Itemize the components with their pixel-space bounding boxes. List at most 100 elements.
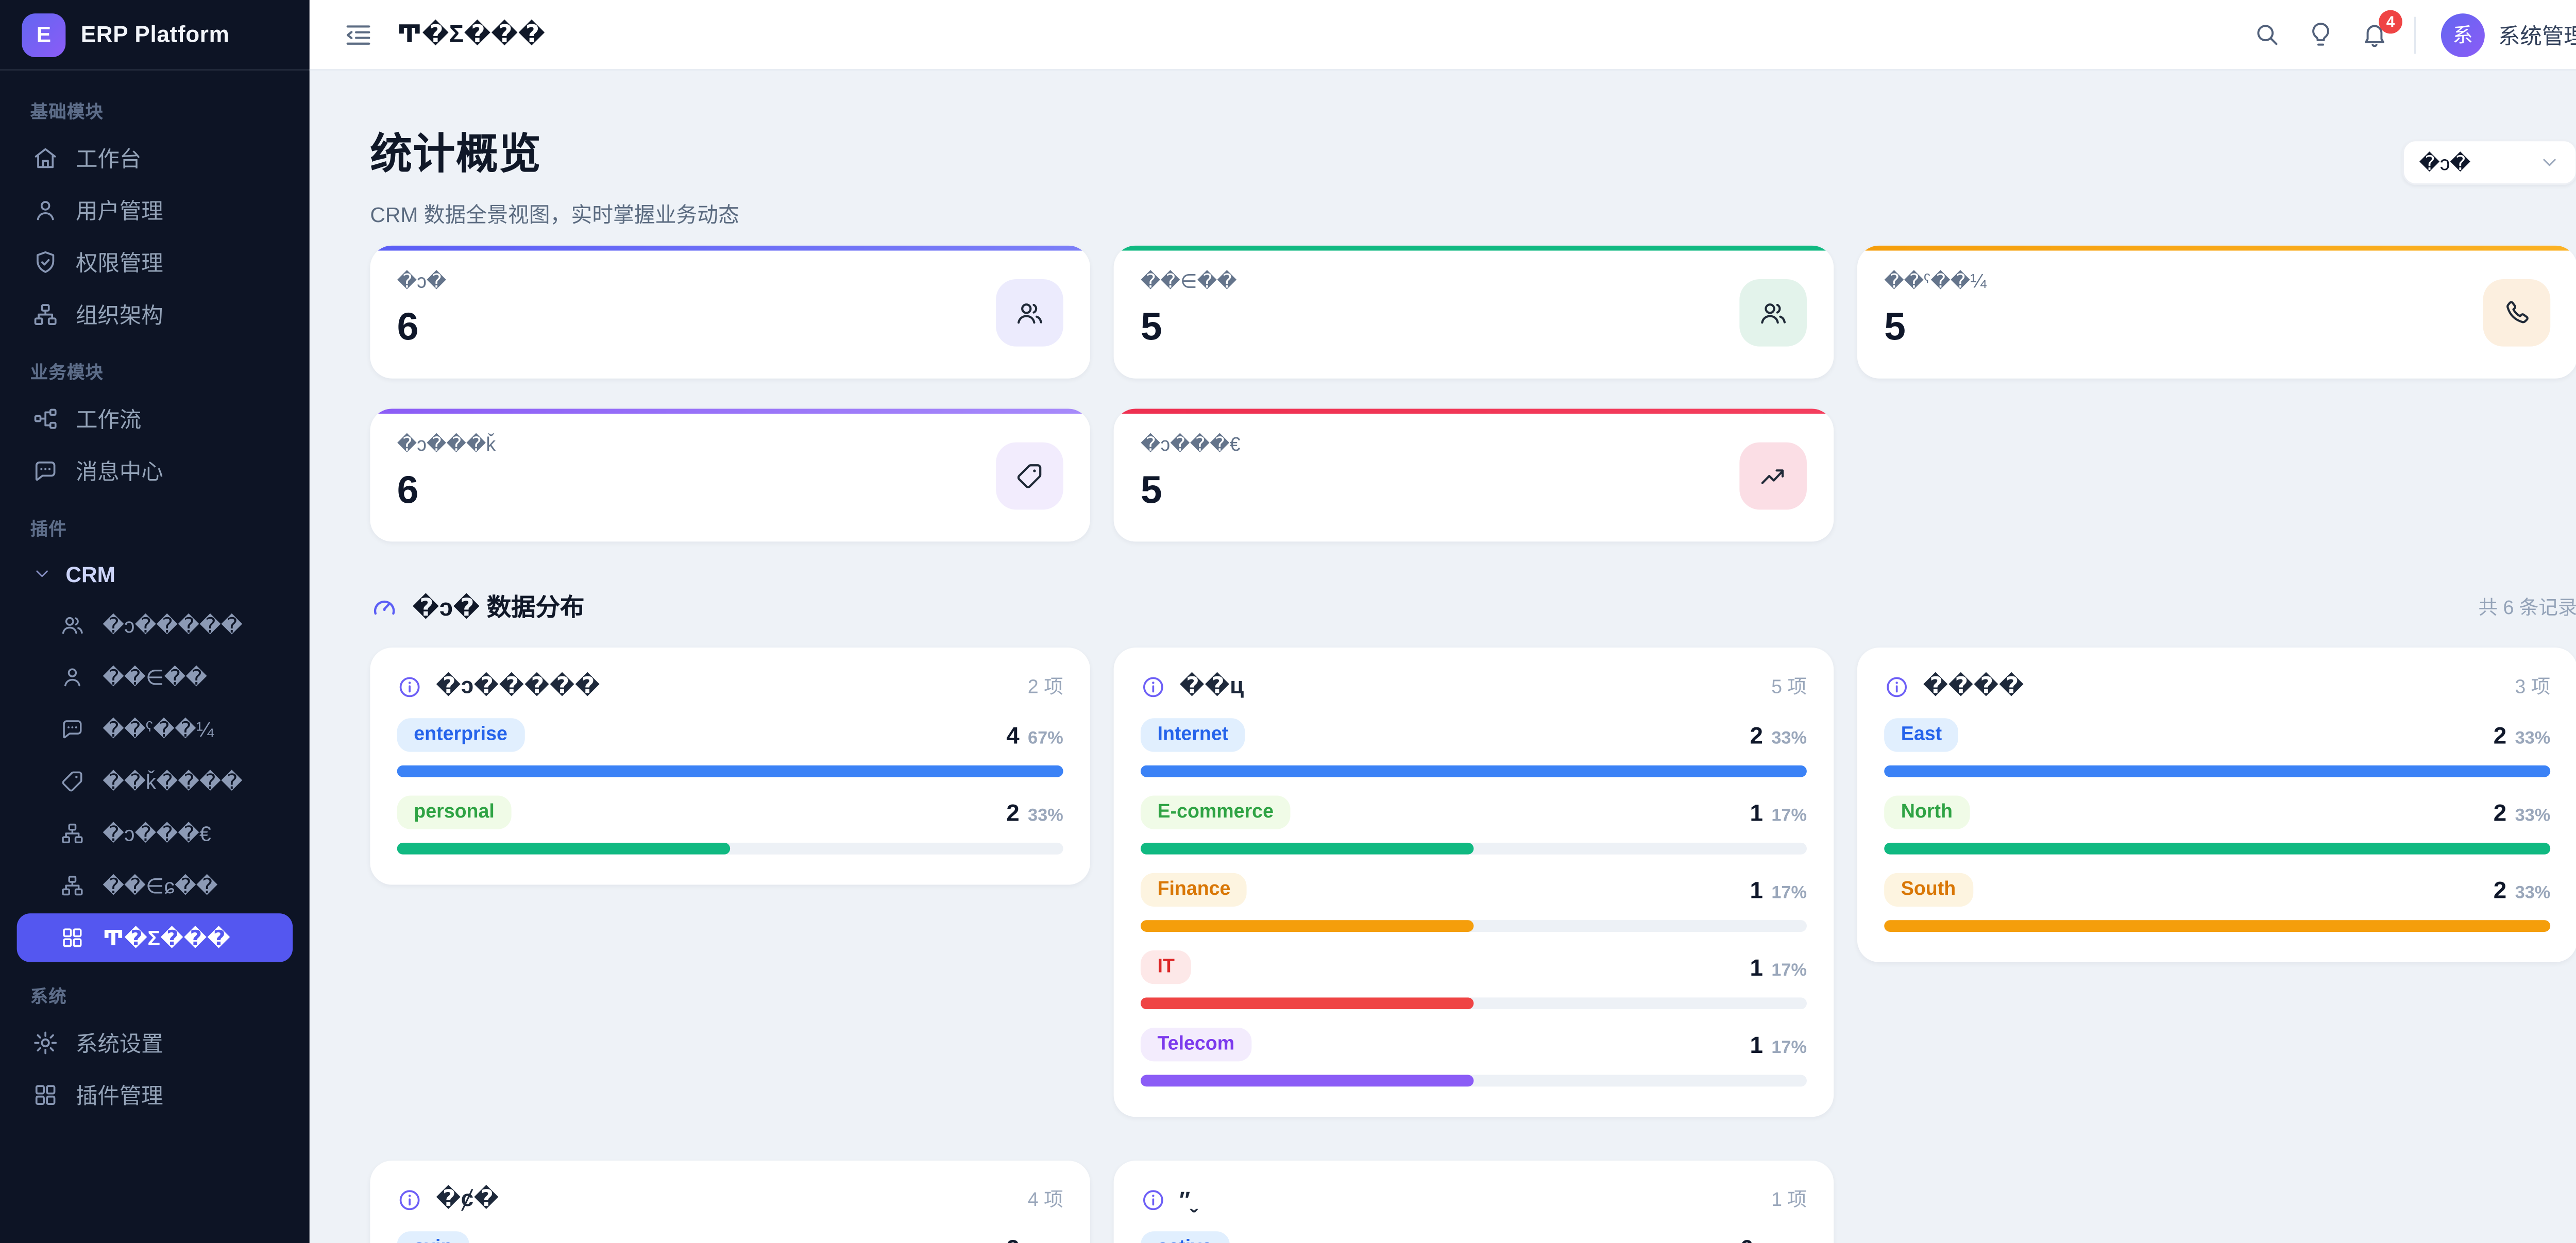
progress-track bbox=[397, 842, 1063, 855]
info-icon bbox=[397, 1187, 422, 1212]
distribution-card-title: ″ˬ bbox=[1179, 1186, 1198, 1212]
search-button[interactable] bbox=[2252, 20, 2281, 49]
progress-fill bbox=[1884, 920, 2551, 932]
user-name: 系统管理员 bbox=[2498, 23, 2576, 49]
row-value: 1 bbox=[1750, 799, 1763, 826]
org-chart-icon bbox=[32, 300, 59, 327]
stat-card: �ɔ���ǩ 6 bbox=[370, 408, 1090, 542]
org-chart-icon bbox=[59, 873, 86, 898]
row-percent: 17% bbox=[1771, 1037, 1807, 1058]
brand-name: ERP Platform bbox=[80, 22, 230, 47]
sidebar-collapse-button[interactable] bbox=[343, 20, 374, 50]
user-icon bbox=[32, 196, 59, 223]
sidebar-item-message-center[interactable]: 消息中心 bbox=[17, 446, 293, 495]
stat-accent-bar bbox=[370, 408, 1090, 414]
category-badge: South bbox=[1884, 872, 1973, 908]
distribution-row: svip 2 33% bbox=[397, 1230, 1063, 1243]
users-icon bbox=[59, 612, 86, 638]
category-badge: enterprise bbox=[397, 717, 524, 753]
nav-section-label: 业务模块 bbox=[30, 363, 104, 384]
sidebar-item-label: 系统设置 bbox=[75, 1031, 163, 1057]
tag-icon bbox=[1014, 460, 1045, 490]
sidebar-item-permissions[interactable]: 权限管理 bbox=[17, 237, 293, 286]
stat-label: ��∈�� bbox=[1140, 272, 1237, 293]
category-badge: East bbox=[1884, 717, 1959, 753]
sidebar-item-label: 用户管理 bbox=[75, 198, 163, 224]
sidebar-item-workflow[interactable]: 工作流 bbox=[17, 394, 293, 442]
theme-toggle-button[interactable] bbox=[2307, 20, 2335, 49]
stat-icon-tile bbox=[996, 441, 1063, 509]
stat-value: 5 bbox=[1140, 304, 1162, 348]
sidebar-item-organization[interactable]: 组织架构 bbox=[17, 290, 293, 338]
row-percent: 33% bbox=[1028, 1241, 1063, 1243]
sidebar-item-crm-3[interactable]: ��ˤ��¼ bbox=[17, 705, 293, 754]
info-icon bbox=[1141, 674, 1166, 699]
sidebar-item-system-settings[interactable]: 系统设置 bbox=[17, 1018, 293, 1067]
sidebar-item-crm-stats-active[interactable]: Ͳ�Σ��� bbox=[16, 913, 293, 962]
sidebar-item-crm-1[interactable]: �ɔ����� bbox=[17, 601, 293, 650]
row-value: 2 bbox=[1006, 1235, 1019, 1243]
workflow-icon bbox=[32, 404, 59, 431]
progress-track bbox=[1140, 920, 1807, 932]
progress-fill bbox=[1140, 920, 1474, 932]
sidebar-item-label: �ɔ���€ bbox=[103, 822, 211, 846]
notifications-button[interactable]: 4 bbox=[2360, 10, 2402, 49]
sidebar-item-crm-5[interactable]: �ɔ���€ bbox=[17, 809, 293, 858]
content: 统计概览 CRM 数据全景视图，实时掌握业务动态 �ɔ� �ɔ� 6 bbox=[309, 71, 2576, 1243]
distribution-card-title: �ɔ����� bbox=[435, 673, 600, 699]
avatar: 系 bbox=[2441, 12, 2485, 57]
stat-label: �ɔ���ǩ bbox=[397, 435, 496, 456]
select-value: �ɔ� bbox=[2419, 150, 2471, 174]
progress-track bbox=[397, 765, 1063, 777]
distribution-card-title: ��ц bbox=[1179, 673, 1244, 699]
sidebar-item-label: ��ˤ��¼ bbox=[103, 718, 214, 742]
distribution-card-count: 5 项 bbox=[1771, 677, 1807, 699]
phone-icon bbox=[2502, 297, 2532, 327]
sidebar-item-crm-4[interactable]: ��ǩ���� bbox=[17, 757, 293, 806]
sidebar-item-crm-6[interactable]: ��∈ɕ�� bbox=[17, 861, 293, 910]
progress-track bbox=[1884, 842, 2551, 855]
sidebar-item-crm-2[interactable]: ��∈�� bbox=[17, 653, 293, 702]
stat-label: ��ˤ��¼ bbox=[1884, 272, 1987, 293]
row-value: 4 bbox=[1006, 721, 1020, 749]
chevron-down-icon bbox=[32, 564, 52, 584]
sidebar-item-label: �ɔ����� bbox=[103, 614, 243, 638]
stat-card: ��∈�� 5 bbox=[1113, 245, 1834, 379]
nav-section-label: 基础模块 bbox=[30, 103, 104, 123]
entity-filter-select[interactable]: �ɔ� bbox=[2402, 140, 2576, 185]
row-percent: 33% bbox=[2515, 728, 2551, 749]
progress-fill bbox=[397, 765, 1063, 777]
sidebar-item-plugin-management[interactable]: 插件管理 bbox=[17, 1070, 293, 1119]
sidebar-item-user-management[interactable]: 用户管理 bbox=[17, 185, 293, 234]
stat-label: �ɔ� bbox=[397, 272, 447, 293]
org-chart-icon bbox=[59, 821, 86, 846]
stat-accent-bar bbox=[1113, 408, 1834, 414]
stat-accent-bar bbox=[1113, 245, 1834, 251]
stats-grid: �ɔ� 6 ��∈�� 5 ��ˤ��¼ 5 bbox=[370, 245, 2576, 542]
row-percent: 67% bbox=[1028, 728, 1063, 749]
sidebar-item-label: ��∈�� bbox=[103, 666, 208, 690]
sidebar-group-crm[interactable]: CRM bbox=[17, 550, 293, 597]
row-value: 2 bbox=[1750, 721, 1763, 749]
progress-fill bbox=[1884, 842, 2551, 855]
sidebar-group-label: CRM bbox=[65, 560, 116, 586]
user-menu[interactable]: 系 系统管理员 bbox=[2441, 12, 2576, 57]
distribution-card: �ȼ� 4 项 svip 2 33% bbox=[370, 1161, 1090, 1243]
user-icon bbox=[59, 665, 86, 690]
distribution-row: IT 1 17% bbox=[1140, 949, 1807, 1010]
sidebar-item-label: 插件管理 bbox=[75, 1083, 163, 1109]
sidebar-item-workbench[interactable]: 工作台 bbox=[17, 133, 293, 182]
distribution-section-title: �ɔ� 数据分布 bbox=[412, 595, 585, 623]
distribution-card-count: 4 项 bbox=[1027, 1190, 1063, 1212]
gear-icon bbox=[32, 1029, 59, 1055]
distribution-row: personal 2 33% bbox=[397, 794, 1063, 855]
info-icon bbox=[1884, 674, 1909, 699]
category-badge: Finance bbox=[1140, 872, 1248, 908]
progress-fill bbox=[1140, 997, 1474, 1010]
stat-card: �ɔ� 6 bbox=[370, 245, 1090, 379]
category-badge: Telecom bbox=[1140, 1027, 1251, 1062]
progress-fill bbox=[1884, 765, 2551, 777]
row-value: 2 bbox=[2493, 876, 2507, 904]
stat-icon-tile bbox=[1739, 278, 1807, 346]
distribution-card: ���� 3 项 East 2 33% North 2 33% bbox=[1857, 648, 2576, 962]
